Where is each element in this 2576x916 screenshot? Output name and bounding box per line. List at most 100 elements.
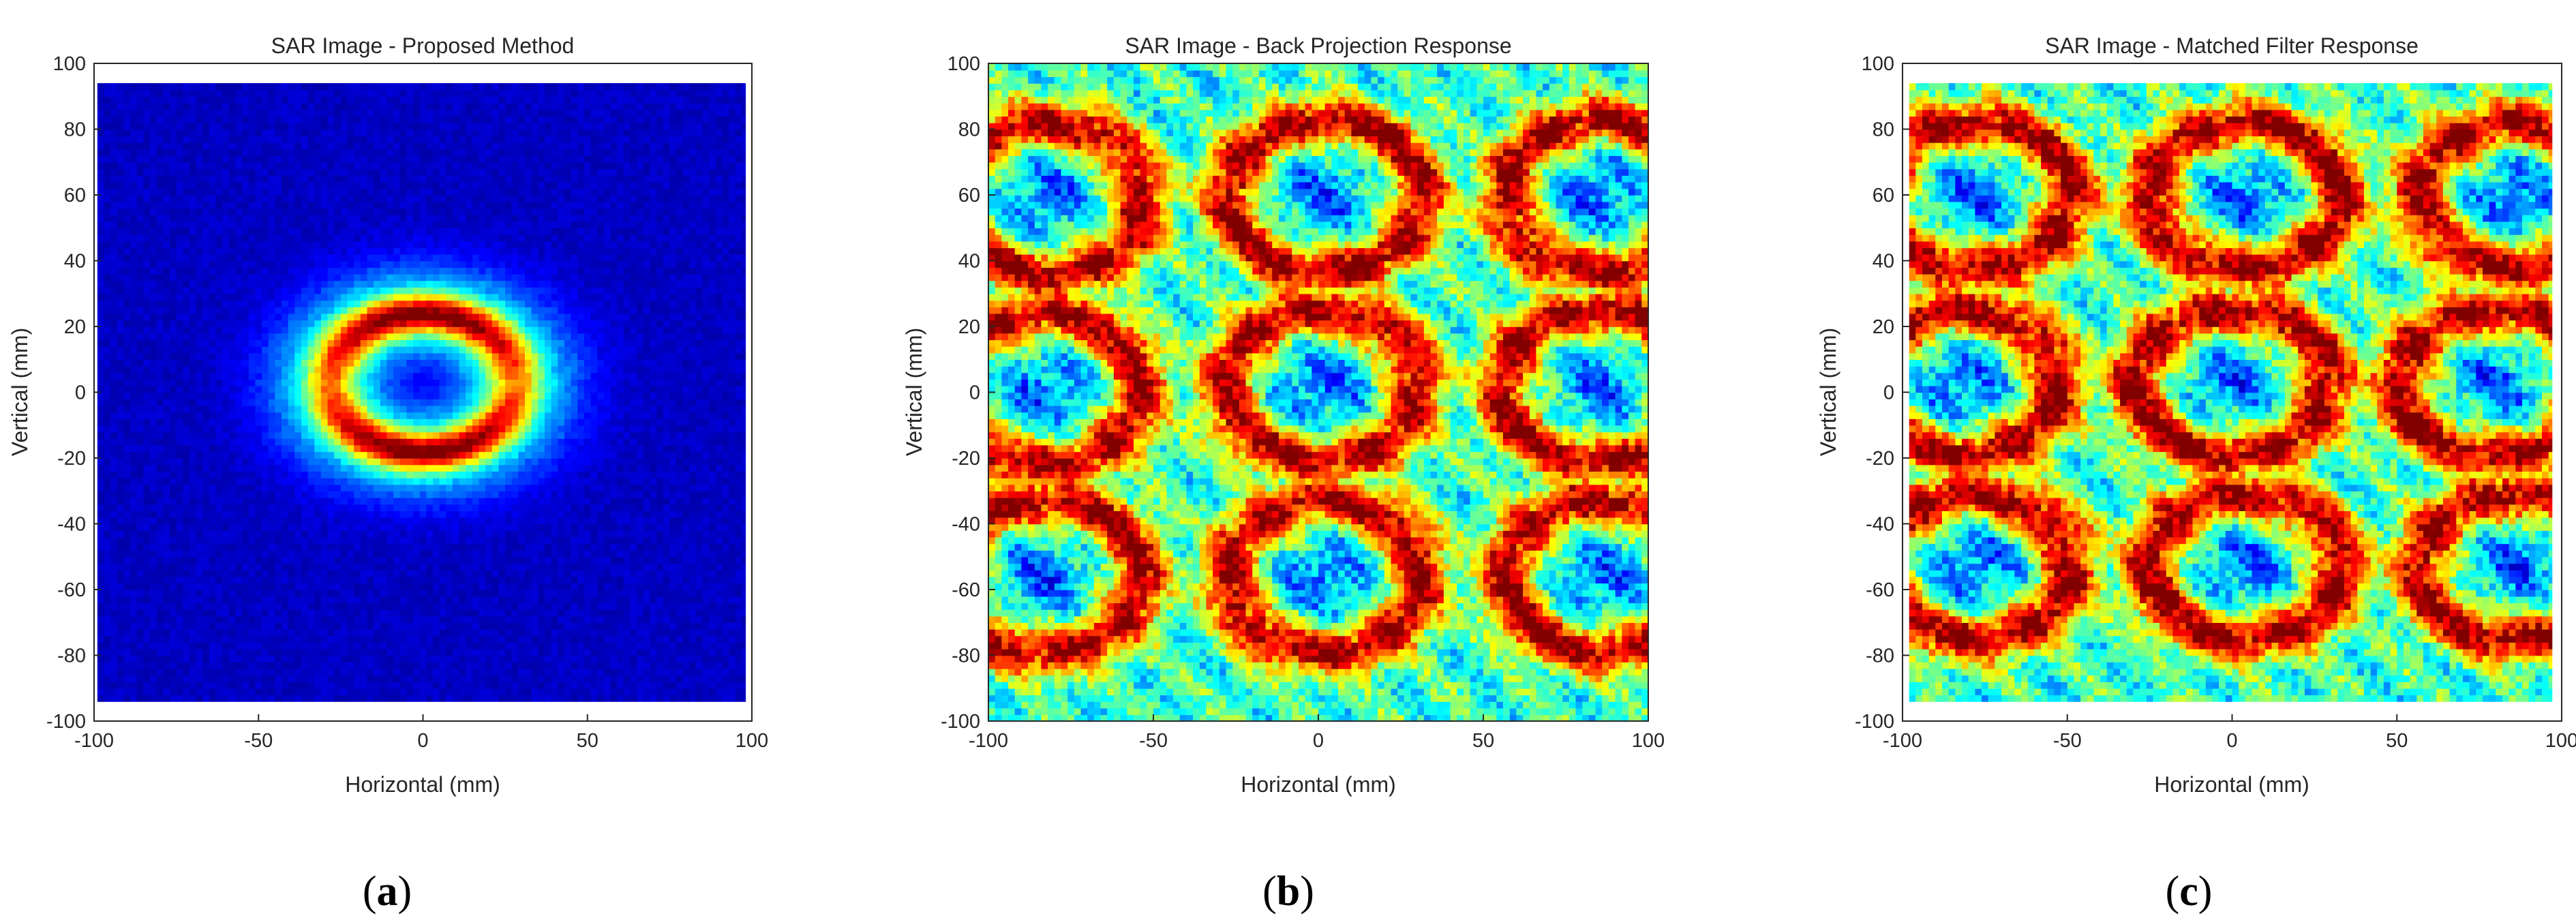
heatmap-cell — [189, 431, 197, 439]
heatmap-cell — [143, 83, 151, 91]
heatmap-cell — [320, 688, 329, 696]
heatmap-cell — [406, 662, 414, 669]
heatmap-cell — [354, 109, 361, 117]
heatmap-cell — [380, 675, 388, 682]
heatmap-cell — [150, 89, 157, 97]
heatmap-cell — [360, 346, 368, 354]
heatmap-cell — [183, 688, 190, 696]
heatmap-cell — [294, 136, 302, 143]
heatmap-cell — [294, 648, 302, 656]
heatmap-cell — [426, 471, 434, 478]
heatmap-cell — [268, 609, 276, 617]
heatmap-cell — [307, 228, 316, 235]
heatmap-cell — [242, 267, 249, 275]
heatmap-cell — [255, 504, 262, 511]
heatmap-cell — [327, 596, 335, 604]
heatmap-cell — [235, 241, 243, 249]
heatmap-cell — [183, 517, 190, 525]
heatmap-cell — [130, 129, 138, 136]
heatmap-cell — [202, 694, 210, 702]
heatmap-cell — [143, 412, 151, 419]
heatmap-cell — [163, 444, 170, 453]
heatmap-cell — [235, 379, 243, 386]
heatmap-cell — [340, 510, 348, 518]
heatmap-cell — [294, 688, 302, 696]
heatmap-cell — [340, 142, 348, 150]
heatmap-cell — [399, 602, 408, 610]
heatmap-cell — [327, 155, 335, 163]
heatmap-cell — [340, 438, 348, 446]
heatmap-cell — [215, 149, 223, 156]
heatmap-cell — [288, 392, 296, 399]
heatmap-cell — [327, 352, 335, 360]
heatmap-cell — [347, 195, 354, 202]
heatmap-cell — [163, 596, 170, 604]
heatmap-cell — [156, 326, 164, 334]
heatmap-cell — [215, 458, 223, 465]
heatmap-cell — [235, 425, 243, 433]
heatmap-cell — [262, 234, 269, 242]
heatmap-cell — [202, 215, 210, 222]
heatmap-cell — [413, 188, 421, 196]
heatmap-cell — [393, 346, 401, 354]
heatmap-cell — [354, 655, 361, 662]
heatmap-cell — [301, 267, 309, 275]
heatmap-cell — [360, 307, 368, 314]
heatmap-cell — [360, 313, 368, 321]
heatmap-cell — [393, 168, 401, 176]
heatmap-cell — [104, 201, 111, 209]
heatmap-cell — [314, 155, 322, 163]
heatmap-cell — [97, 504, 105, 511]
heatmap-cell — [419, 313, 427, 321]
heatmap-cell — [228, 418, 237, 426]
heatmap-cell — [399, 280, 408, 288]
heatmap-cell — [117, 510, 125, 518]
heatmap-cell — [143, 313, 151, 321]
heatmap-cell — [387, 149, 394, 156]
heatmap-cell — [183, 129, 190, 136]
heatmap-cell — [374, 399, 381, 406]
heatmap-cell — [282, 464, 289, 472]
heatmap-cell — [176, 313, 183, 321]
heatmap-cell — [104, 590, 111, 597]
heatmap-cell — [282, 352, 289, 360]
heatmap-cell — [156, 655, 164, 662]
heatmap-cell — [242, 431, 249, 439]
heatmap-cell — [104, 484, 111, 491]
heatmap-cell — [439, 142, 446, 150]
heatmap-cell — [248, 320, 256, 327]
heatmap-cell — [209, 215, 217, 222]
heatmap-cell — [97, 254, 105, 262]
heatmap-cell — [354, 339, 361, 347]
heatmap-cell — [393, 307, 401, 314]
heatmap-cell — [117, 662, 125, 669]
heatmap-cell — [130, 405, 138, 413]
heatmap-cell — [176, 149, 183, 156]
heatmap-cell — [439, 504, 446, 511]
heatmap-cell — [183, 247, 190, 255]
heatmap-cell — [130, 300, 138, 307]
heatmap-cell — [189, 155, 197, 163]
heatmap-cell — [228, 326, 237, 334]
heatmap-cell — [189, 425, 197, 433]
heatmap-cell — [406, 550, 414, 558]
heatmap-cell — [176, 241, 183, 249]
heatmap-cell — [413, 458, 421, 465]
heatmap-cell — [360, 444, 368, 453]
heatmap-cell — [189, 622, 197, 630]
heatmap-cell — [235, 497, 243, 505]
heatmap-cell — [209, 89, 217, 97]
heatmap-cell — [314, 648, 322, 656]
heatmap-cell — [222, 412, 230, 419]
heatmap-cell — [399, 694, 408, 702]
heatmap-cell — [242, 293, 249, 301]
heatmap-cell — [196, 583, 204, 590]
heatmap-cell — [255, 83, 262, 91]
heatmap-cell — [340, 418, 348, 426]
heatmap-cell — [117, 228, 125, 235]
heatmap-cell — [110, 155, 118, 163]
heatmap-cell — [433, 530, 440, 538]
heatmap-cell — [340, 642, 348, 650]
heatmap-cell — [143, 359, 151, 367]
heatmap-cell — [104, 550, 111, 558]
